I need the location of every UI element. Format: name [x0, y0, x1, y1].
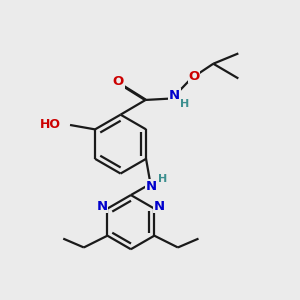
Text: O: O [188, 70, 200, 83]
Text: N: N [169, 89, 180, 102]
Text: H: H [180, 99, 189, 109]
Text: N: N [146, 180, 157, 193]
Text: O: O [113, 75, 124, 88]
Text: N: N [97, 200, 108, 213]
Text: HO: HO [40, 118, 61, 131]
Text: H: H [158, 174, 167, 184]
Text: N: N [154, 200, 165, 213]
